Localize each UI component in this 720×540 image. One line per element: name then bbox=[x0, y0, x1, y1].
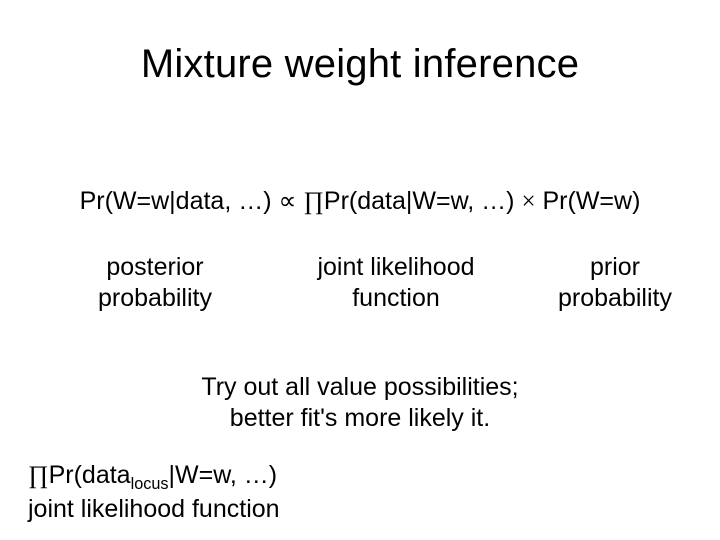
locus-post: |W=w, …) bbox=[169, 461, 278, 489]
product-symbol-bottom: ∏ bbox=[28, 462, 49, 489]
slide-title: Mixture weight inference bbox=[0, 42, 720, 87]
propto-symbol: ∝ bbox=[279, 188, 297, 215]
posterior-term: Pr(W=w|data, …) bbox=[80, 187, 272, 215]
joint-likelihood-label: joint likelihood function bbox=[296, 252, 496, 315]
term-labels-row: posterior probability joint likelihood f… bbox=[0, 252, 720, 322]
bayes-formula: Pr(W=w|data, …) ∝ ∏Pr(data|W=w, …) × Pr(… bbox=[0, 186, 720, 216]
posterior-label-line2: probability bbox=[98, 284, 212, 312]
locus-likelihood-block: ∏Pr(datalocus|W=w, …) joint likelihood f… bbox=[28, 460, 280, 526]
times-symbol: × bbox=[521, 188, 535, 215]
prior-label-line2: probability bbox=[558, 284, 672, 312]
likelihood-term: Pr(data|W=w, …) bbox=[324, 187, 515, 215]
prior-label: prior probability bbox=[540, 252, 690, 315]
joint-label-line1: joint likelihood bbox=[317, 253, 474, 281]
prior-term: Pr(W=w) bbox=[543, 187, 641, 215]
product-symbol: ∏ bbox=[303, 188, 324, 215]
locus-formula: ∏Pr(datalocus|W=w, …) bbox=[28, 460, 280, 494]
joint-label-line2: function bbox=[352, 284, 440, 312]
tryout-line2: better fit's more likely it. bbox=[230, 404, 490, 432]
tryout-text: Try out all value possibilities; better … bbox=[0, 372, 720, 435]
tryout-line1: Try out all value possibilities; bbox=[201, 373, 518, 401]
slide: Mixture weight inference Pr(W=w|data, …)… bbox=[0, 0, 720, 540]
posterior-label-line1: posterior bbox=[106, 253, 203, 281]
locus-pre: Pr(data bbox=[49, 461, 131, 489]
locus-subscript: locus bbox=[131, 475, 169, 493]
posterior-label: posterior probability bbox=[70, 252, 240, 315]
prior-label-line1: prior bbox=[590, 253, 640, 281]
locus-label: joint likelihood function bbox=[28, 494, 280, 525]
